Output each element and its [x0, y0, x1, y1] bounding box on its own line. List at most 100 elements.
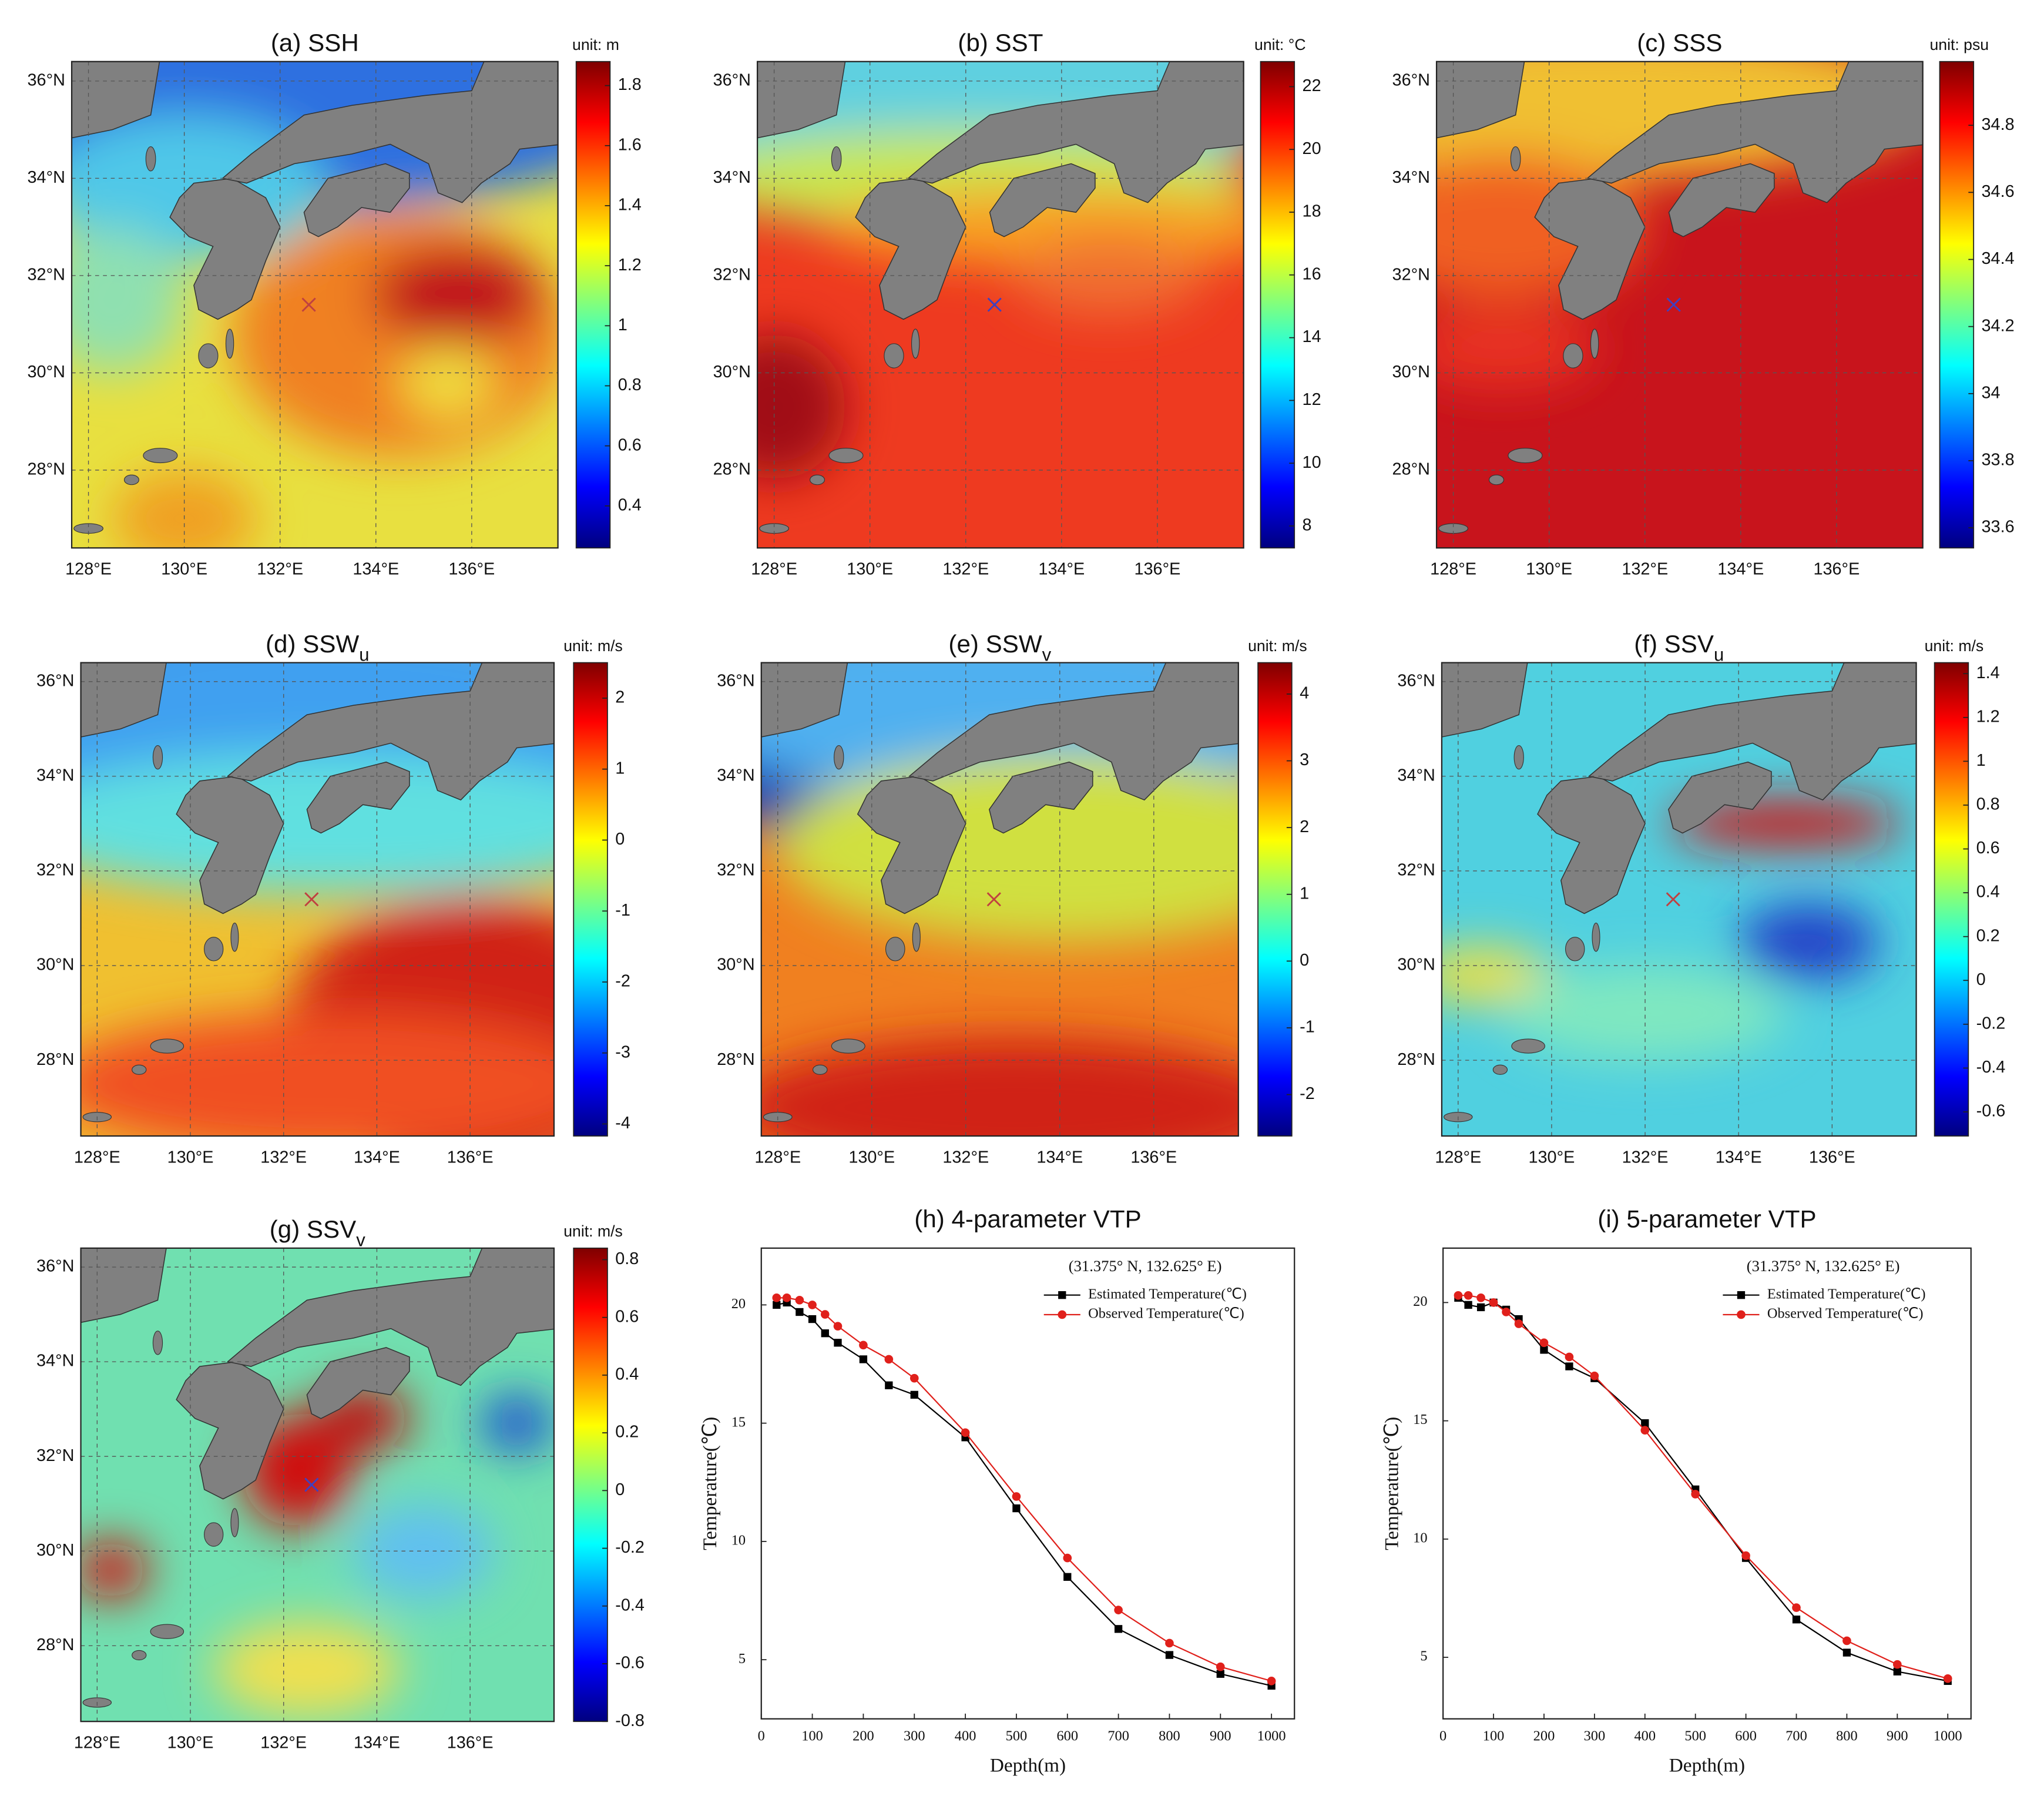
site-marker: [986, 892, 1001, 907]
land: [1668, 761, 1772, 834]
colorbar-tick-label: 1.4: [1976, 663, 2000, 682]
colorbar-tick-label: 0.6: [1976, 839, 2000, 857]
x-tick-label: 128°E: [751, 560, 797, 579]
y-tick-label: 10: [1413, 1530, 1427, 1546]
colorbar-tick-label: -0.2: [615, 1538, 645, 1557]
colorbar-label: unit: °C: [1254, 36, 1306, 53]
colorbar-tick-label: 8: [1303, 516, 1312, 535]
field-blob: [1668, 800, 1902, 847]
y-tick-label: 30°N: [36, 956, 74, 974]
y-tick-label: 28°N: [717, 1050, 754, 1069]
colorbar-tick-label: 33.8: [1982, 451, 2015, 470]
islet: [1492, 1064, 1508, 1075]
marker: [1514, 1319, 1523, 1328]
panel-title: (e) SSWv: [948, 630, 1051, 665]
islet: [831, 1038, 865, 1054]
marker: [833, 1322, 843, 1331]
islet: [834, 745, 844, 770]
annotation: (31.375° N, 132.625° E): [1747, 1257, 1900, 1275]
x-tick-label: 134°E: [1717, 560, 1764, 579]
map-frame: [1441, 662, 1917, 1137]
land: [1586, 61, 1923, 203]
series-line: [776, 1302, 1272, 1687]
field-blob: [1505, 966, 1785, 1061]
x-axis-label: Depth(m): [990, 1755, 1066, 1777]
land: [221, 61, 558, 203]
land: [989, 163, 1096, 237]
land: [907, 61, 1244, 203]
colorbar-tick-label: 0: [615, 830, 625, 849]
colorbar-tick-label: -3: [615, 1043, 630, 1061]
islet: [150, 1038, 184, 1054]
x-tick-label: 132°E: [260, 1148, 307, 1167]
map-area: [72, 61, 558, 548]
x-tick-label: 100: [801, 1728, 823, 1744]
x-tick-label: 200: [1533, 1728, 1555, 1744]
x-tick-label: 134°E: [353, 560, 399, 579]
colorbar-tick-label: 1: [615, 759, 625, 778]
colorbar-tick-label: -0.8: [615, 1711, 645, 1730]
x-tick-label: 136°E: [447, 1734, 494, 1752]
field-blob: [479, 1395, 554, 1452]
islet: [1489, 474, 1504, 485]
y-tick-label: 32°N: [28, 266, 65, 284]
colorbar-tick-label: 34.6: [1982, 182, 2015, 201]
x-tick-label: 600: [1056, 1728, 1078, 1744]
colorbar-tick-label: 0.8: [615, 1249, 639, 1268]
marker: [885, 1381, 893, 1389]
x-tick-label: 0: [1439, 1728, 1446, 1744]
colorbar-tick-label: 34: [1982, 383, 2001, 402]
x-tick-label: 700: [1107, 1728, 1129, 1744]
islet: [152, 1331, 163, 1355]
site-marker: [304, 892, 319, 907]
marker: [1063, 1573, 1072, 1581]
marker: [1842, 1636, 1851, 1646]
field-blob: [213, 1622, 401, 1717]
marker: [1943, 1674, 1952, 1683]
panel-title: (c) SSS: [1637, 29, 1722, 56]
x-axis-label: Depth(m): [1669, 1755, 1745, 1777]
islet: [911, 329, 920, 359]
colorbar-tick-label: 0.2: [1976, 926, 2000, 945]
panel-title: (g) SSVv: [270, 1215, 366, 1251]
x-tick-label: 0: [758, 1728, 765, 1744]
x-tick-label: 132°E: [257, 560, 303, 579]
land: [1587, 662, 1917, 801]
colorbar-tick-label: -0.6: [1976, 1102, 2006, 1121]
marker: [1539, 1338, 1549, 1348]
x-tick-label: 130°E: [161, 560, 207, 579]
colorbar-tick-label: 10: [1303, 453, 1321, 472]
y-tick-label: 34°N: [717, 766, 754, 785]
marker: [821, 1329, 829, 1338]
colorbar-tick-label: 0.4: [618, 495, 642, 514]
islet: [1592, 923, 1600, 952]
colorbar-tick-label: 34.4: [1982, 249, 2015, 268]
y-tick-label: 32°N: [36, 861, 74, 880]
field-blobs: [80, 1385, 554, 1717]
colorbar-tick-label: 1: [1976, 751, 1986, 770]
x-tick-label: 600: [1735, 1728, 1757, 1744]
x-tick-label: 132°E: [1622, 1148, 1669, 1167]
y-tick-label: 20: [731, 1296, 746, 1312]
map-area: [761, 662, 1239, 1136]
colorbar-tick-label: 1.4: [618, 196, 642, 215]
map-area: [80, 1248, 554, 1722]
site-marker: [301, 297, 316, 312]
plot-frame: [1442, 1247, 1972, 1720]
y-tick-label: 5: [1420, 1648, 1427, 1664]
marker: [1012, 1504, 1021, 1513]
y-tick-label: 32°N: [36, 1446, 74, 1465]
marker: [1565, 1352, 1574, 1362]
islet: [831, 146, 842, 172]
y-tick-label: 28°N: [713, 460, 751, 479]
y-tick-label: 36°N: [1397, 671, 1435, 690]
marker: [1893, 1667, 1901, 1675]
y-tick-label: 28°N: [1392, 460, 1430, 479]
islet: [204, 1522, 224, 1547]
title-subscript: u: [359, 645, 369, 665]
x-tick-label: 1000: [1257, 1728, 1286, 1744]
y-tick-label: 34°N: [28, 168, 65, 187]
islet: [230, 923, 239, 952]
y-tick-label: 32°N: [1392, 266, 1430, 284]
